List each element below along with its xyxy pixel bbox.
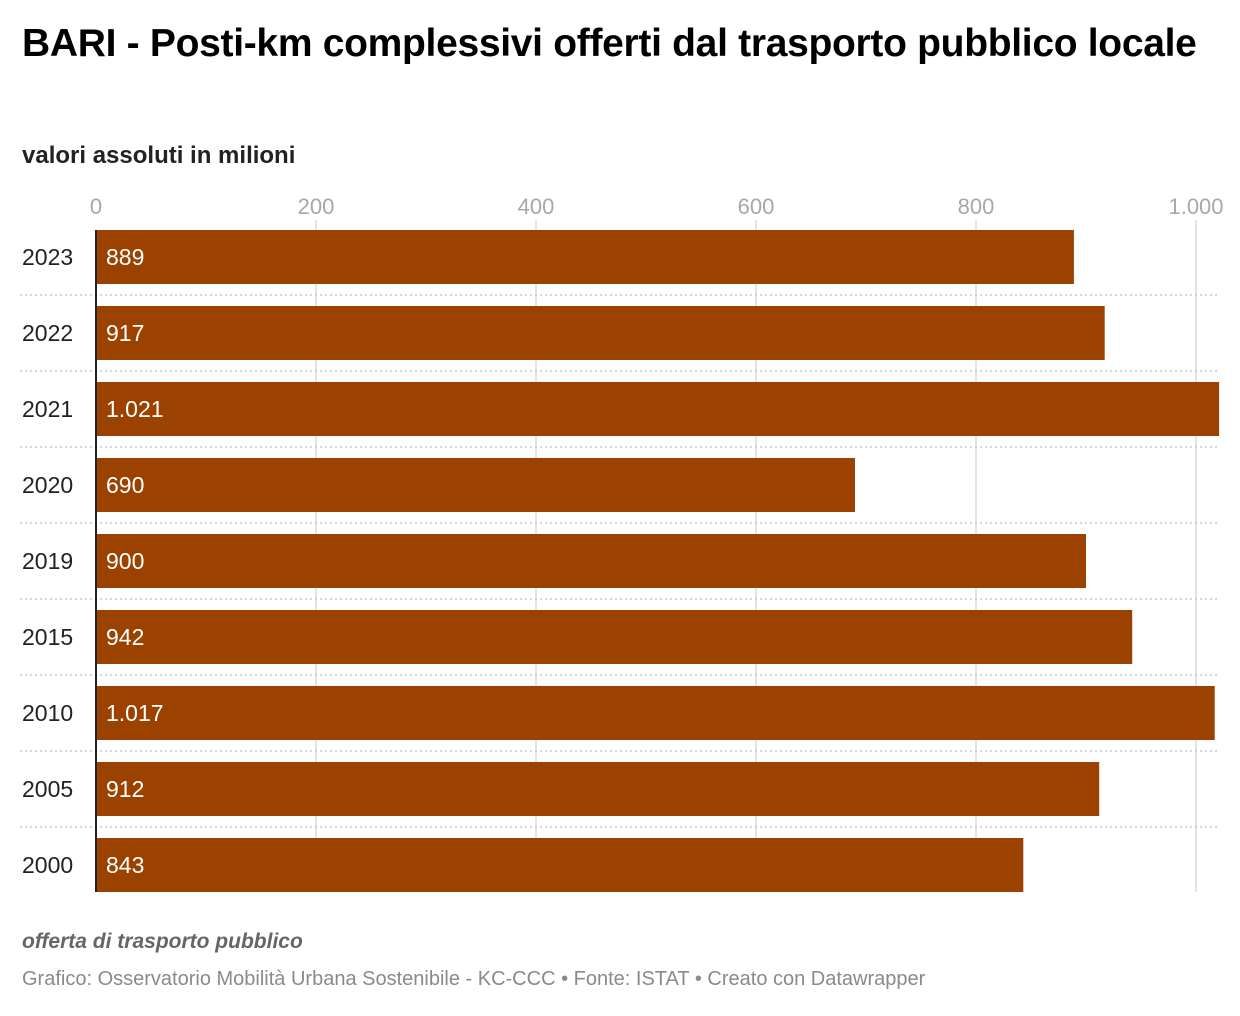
bar-value-label: 1.017 [106, 700, 164, 726]
chart-source: Fonte: ISTAT [573, 968, 690, 990]
bar-chart: 0 200 400 600 800 1.000 889 2023 917 2022 1.021 202… [20, 194, 1224, 892]
bar-value-label: 917 [106, 320, 144, 346]
footer-separator: • [694, 968, 702, 990]
bar-value-label: 912 [106, 776, 144, 802]
bar-value-label: 843 [106, 852, 144, 878]
x-tick-label: 1.000 [1168, 194, 1223, 219]
category-label: 2022 [22, 320, 73, 346]
bar [96, 458, 855, 512]
chart-title: BARI - Posti-km complessivi offerti dal … [22, 22, 1197, 65]
chart-credit: Grafico: Osservatorio Mobilità Urbana So… [22, 968, 556, 990]
footer-separator: • [561, 968, 569, 990]
bar [96, 686, 1215, 740]
bar-value-label: 1.021 [106, 396, 164, 422]
category-label: 2019 [22, 548, 73, 574]
bar [96, 382, 1220, 436]
x-tick-label: 200 [298, 194, 335, 219]
category-label: 2020 [22, 472, 73, 498]
category-label: 2000 [22, 852, 73, 878]
category-label: 2005 [22, 776, 73, 802]
x-tick-label: 800 [958, 194, 995, 219]
chart-subtitle: valori assoluti in milioni [22, 142, 296, 169]
x-tick-label: 600 [738, 194, 775, 219]
category-label: 2023 [22, 244, 73, 270]
bar [96, 762, 1100, 816]
bar-value-label: 942 [106, 624, 144, 650]
x-tick-label: 0 [90, 194, 102, 219]
bar [96, 610, 1133, 664]
bar-value-label: 889 [106, 244, 144, 270]
x-tick-label: 400 [518, 194, 555, 219]
bar-value-label: 690 [106, 472, 144, 498]
bar [96, 306, 1105, 360]
bar [96, 230, 1074, 284]
chart-tool-credit: Creato con Datawrapper [707, 968, 926, 990]
bar-value-label: 900 [106, 548, 144, 574]
bar [96, 838, 1024, 892]
category-label: 2015 [22, 624, 73, 650]
chart-footer: Grafico: Osservatorio Mobilità Urbana So… [22, 968, 925, 991]
category-label: 2021 [22, 396, 73, 422]
bar [96, 534, 1086, 588]
chart-notes: offerta di trasporto pubblico [22, 930, 303, 953]
category-label: 2010 [22, 700, 73, 726]
